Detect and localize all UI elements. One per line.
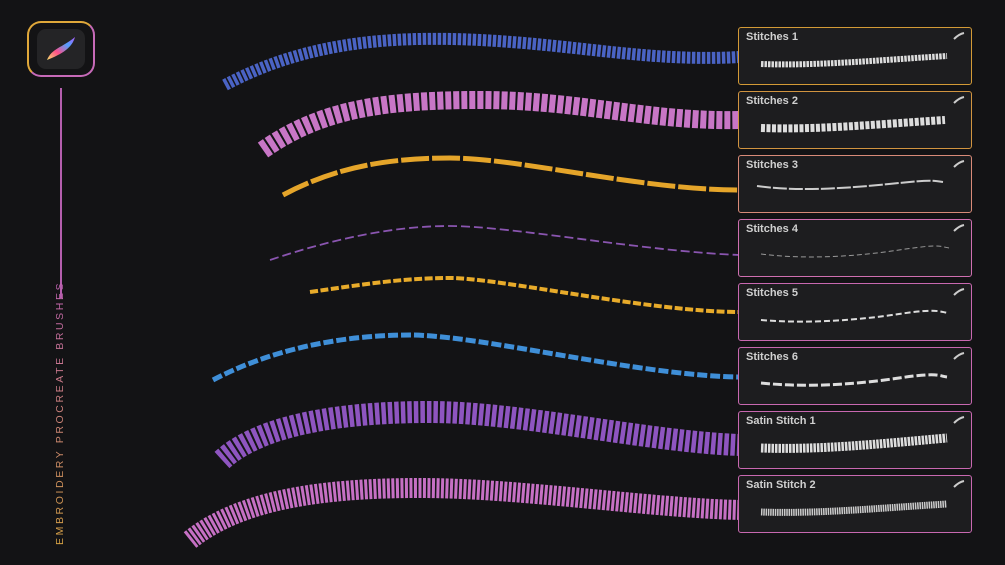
stroke-satin-stitch-1	[214, 400, 741, 469]
brush-preview	[756, 179, 944, 191]
brush-preview	[760, 433, 948, 453]
brush-card-stitches-1[interactable]: Stitches 1	[738, 27, 972, 85]
brush-preview	[760, 500, 948, 516]
stroke-stitches-1	[222, 32, 741, 91]
brush-preview	[760, 53, 948, 68]
brush-card-stitches-3[interactable]: Stitches 3	[738, 155, 972, 213]
brush-preview	[760, 373, 948, 387]
stroke-stitches-3	[281, 155, 741, 198]
brush-icon	[953, 224, 965, 232]
brush-preview	[760, 116, 946, 133]
brush-icon	[953, 96, 965, 104]
brush-name: Stitches 1	[746, 31, 798, 43]
brush-card-satin-stitch-1[interactable]: Satin Stitch 1	[738, 411, 972, 469]
stroke-satin-stitch-2	[183, 477, 741, 548]
brush-icon	[953, 352, 965, 360]
brush-icon	[953, 480, 965, 488]
brush-card-stitches-6[interactable]: Stitches 6	[738, 347, 972, 405]
brush-card-stitches-5[interactable]: Stitches 5	[738, 283, 972, 341]
brush-name: Stitches 5	[746, 287, 798, 299]
brush-name: Stitches 2	[746, 95, 798, 107]
brush-preview	[760, 309, 950, 323]
stroke-stitches-5	[309, 275, 741, 314]
brush-icon	[953, 160, 965, 168]
brush-preview	[760, 245, 950, 258]
brush-icon	[953, 416, 965, 424]
brush-icon	[953, 32, 965, 40]
brush-name: Satin Stitch 2	[746, 479, 816, 491]
procreate-logo	[27, 21, 95, 77]
stroke-stitches-4	[269, 225, 741, 261]
stroke-stitches-6	[211, 332, 741, 383]
brush-card-satin-stitch-2[interactable]: Satin Stitch 2	[738, 475, 972, 533]
brush-card-stitches-4[interactable]: Stitches 4	[738, 219, 972, 277]
stroke-stitches-2	[257, 90, 741, 158]
brush-name: Stitches 4	[746, 223, 798, 235]
brush-card-stitches-2[interactable]: Stitches 2	[738, 91, 972, 149]
brush-swoosh-icon	[47, 37, 75, 60]
brush-name: Stitches 3	[746, 159, 798, 171]
brush-name: Satin Stitch 1	[746, 415, 816, 427]
divider-line	[60, 88, 62, 298]
brush-icon	[953, 288, 965, 296]
brush-name: Stitches 6	[746, 351, 798, 363]
